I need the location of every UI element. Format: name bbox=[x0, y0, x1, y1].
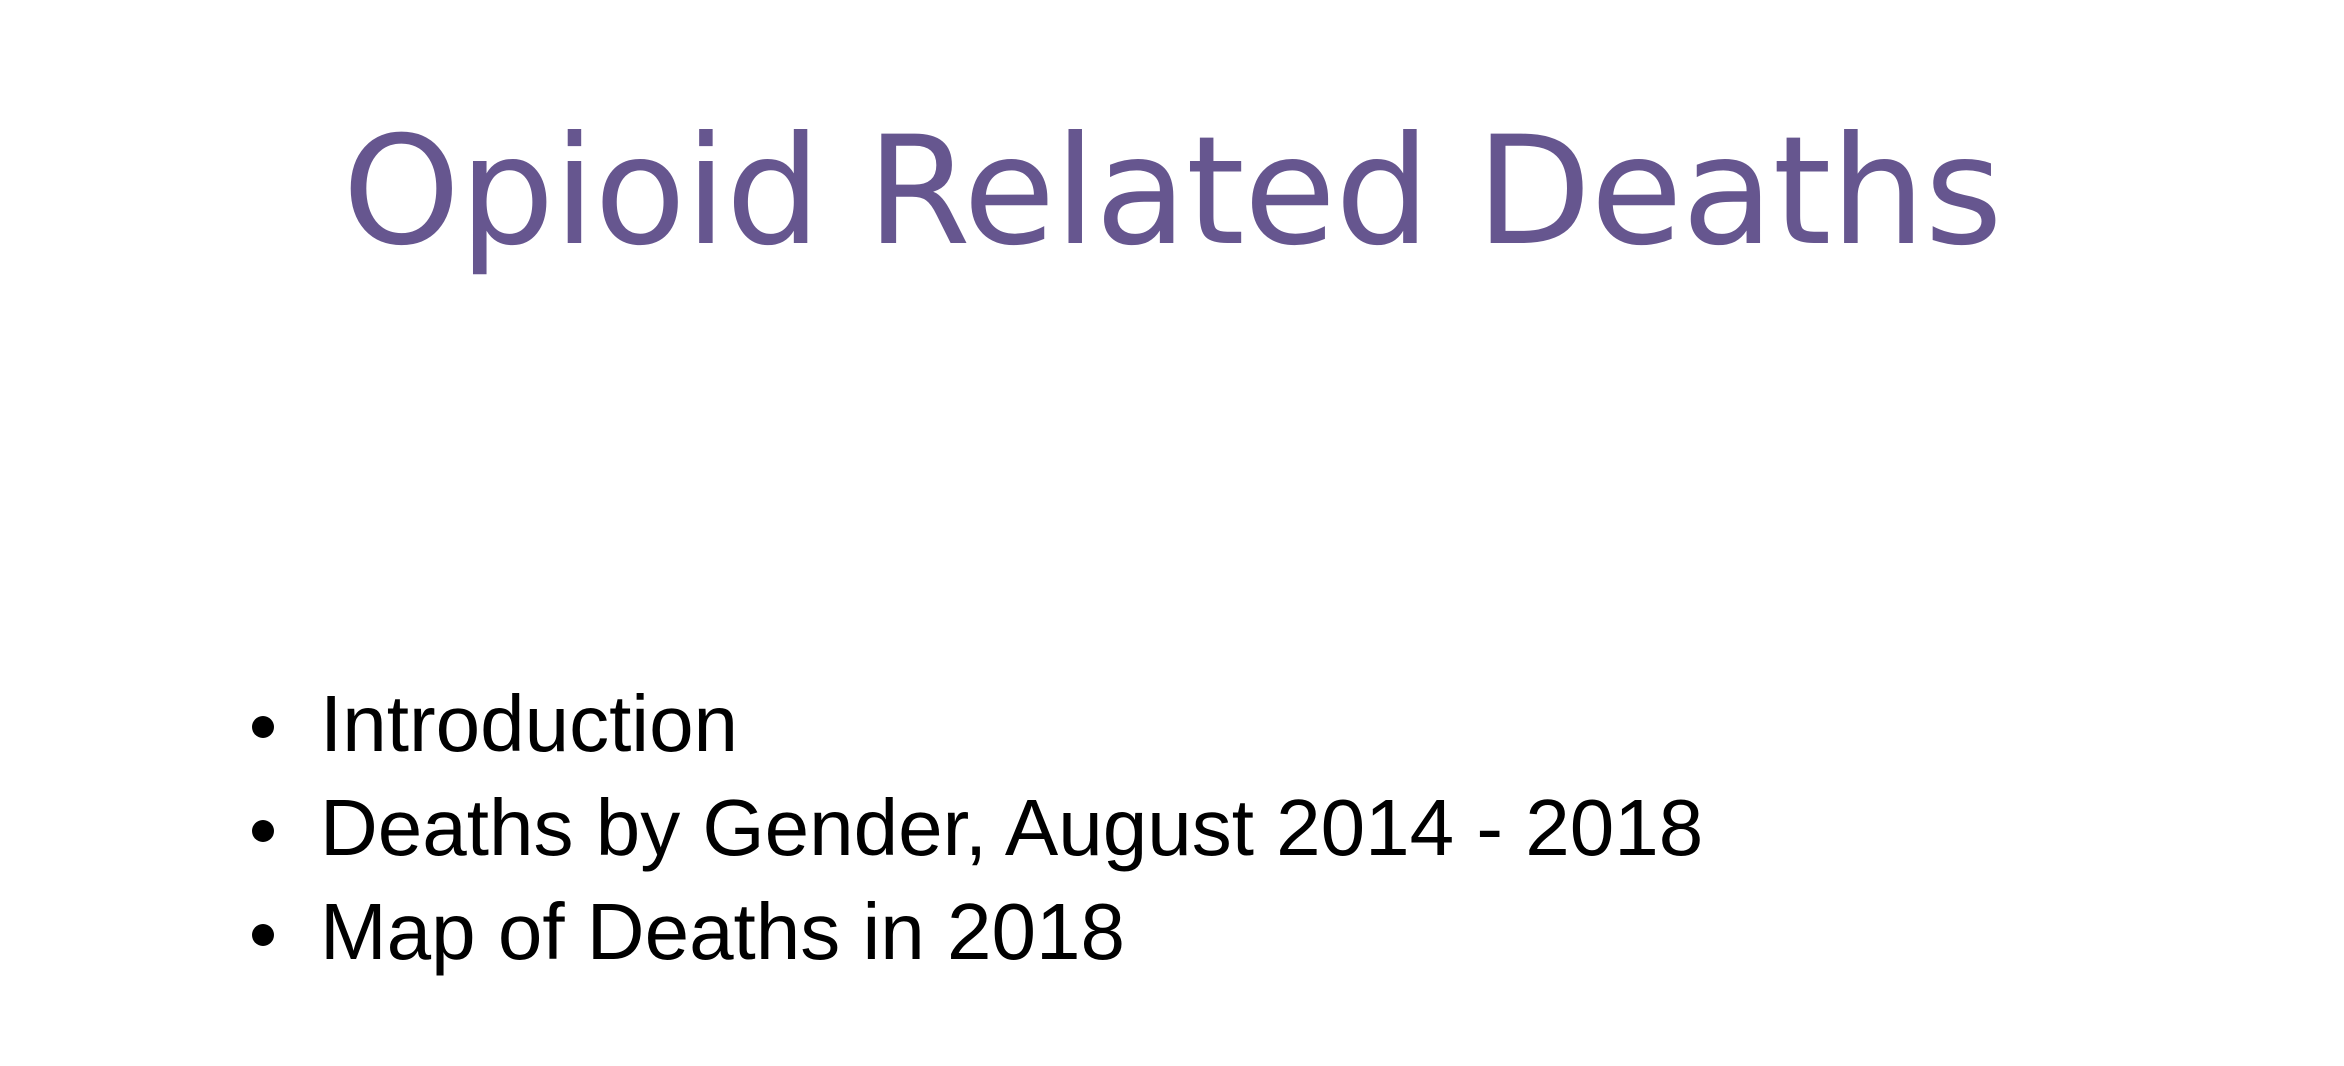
bullet-label: Deaths by Gender, August 2014 - 2018 bbox=[320, 783, 1704, 872]
slide-title: Opioid Related Deaths bbox=[342, 105, 2002, 279]
bullet-item-deaths-by-gender: Deaths by Gender, August 2014 - 2018 bbox=[248, 776, 1703, 880]
bullet-dot-icon bbox=[252, 820, 274, 842]
bullet-label: Introduction bbox=[320, 679, 739, 768]
bullet-item-map-of-deaths: Map of Deaths in 2018 bbox=[248, 880, 1703, 984]
bullet-list: Introduction Deaths by Gender, August 20… bbox=[248, 672, 1703, 984]
bullet-label: Map of Deaths in 2018 bbox=[320, 887, 1125, 976]
bullet-dot-icon bbox=[252, 716, 274, 738]
bullet-dot-icon bbox=[252, 924, 274, 946]
bullet-item-introduction: Introduction bbox=[248, 672, 1703, 776]
